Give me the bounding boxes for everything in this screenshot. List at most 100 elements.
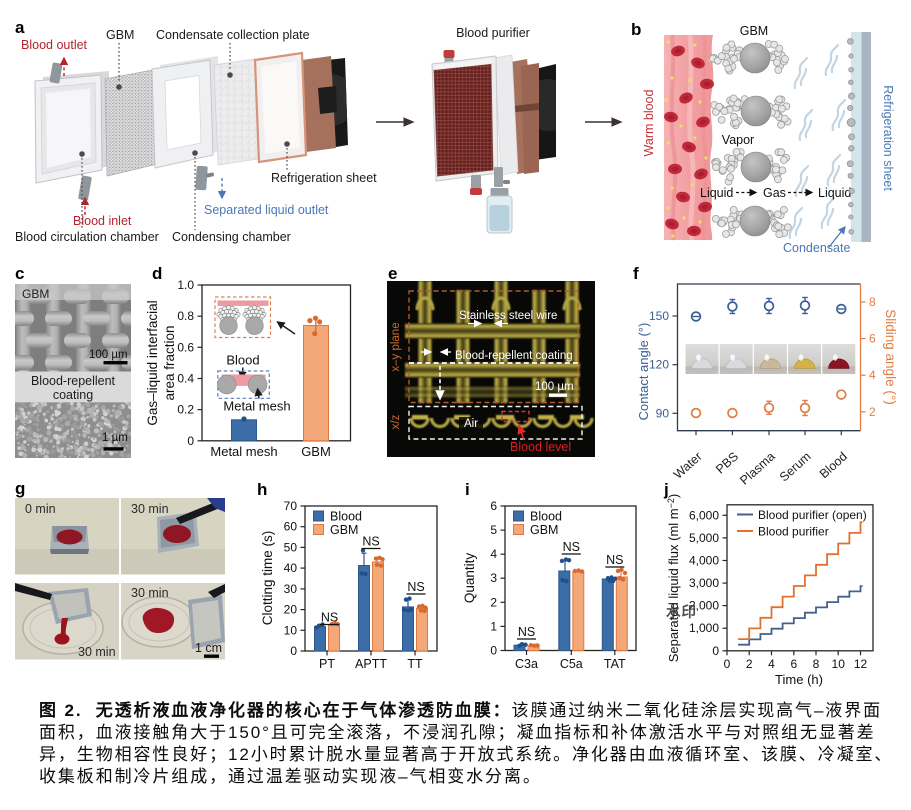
svg-text:Serum: Serum	[777, 449, 814, 484]
svg-text:20: 20	[284, 603, 298, 617]
svg-text:120: 120	[649, 358, 669, 372]
svg-text:Condensate: Condensate	[783, 241, 850, 255]
svg-text:Gas: Gas	[763, 186, 786, 200]
svg-text:8: 8	[869, 295, 876, 309]
svg-text:100 µm: 100 µm	[89, 349, 128, 361]
svg-text:Condensate collection plate: Condensate collection plate	[156, 28, 310, 42]
svg-text:Condensing chamber: Condensing chamber	[172, 230, 291, 244]
svg-text:d: d	[152, 264, 162, 283]
svg-text:Blood purifier (open): Blood purifier (open)	[758, 508, 867, 522]
svg-text:PT: PT	[319, 657, 335, 671]
svg-text:Clotting time (s): Clotting time (s)	[260, 531, 275, 626]
svg-text:j: j	[663, 480, 669, 499]
svg-text:x/z: x/z	[390, 414, 402, 429]
svg-text:30 min: 30 min	[131, 502, 169, 516]
svg-text:Blood: Blood	[330, 510, 362, 524]
svg-text:Blood: Blood	[817, 449, 850, 481]
svg-text:1: 1	[490, 619, 497, 633]
svg-text:3,000: 3,000	[689, 576, 719, 590]
svg-text:GBM: GBM	[530, 523, 558, 537]
svg-text:0.4: 0.4	[177, 372, 194, 386]
svg-text:40: 40	[284, 561, 298, 575]
svg-text:Plasma: Plasma	[737, 449, 777, 487]
svg-text:GBM: GBM	[106, 28, 134, 42]
svg-text:Air: Air	[464, 418, 478, 430]
svg-text:70: 70	[284, 499, 298, 513]
svg-text:4: 4	[768, 657, 775, 671]
svg-text:e: e	[388, 264, 397, 283]
svg-text:Metal mesh: Metal mesh	[223, 399, 290, 414]
svg-text:Blood: Blood	[226, 353, 259, 368]
svg-text:Blood purifier: Blood purifier	[758, 525, 829, 539]
svg-text:3: 3	[490, 571, 497, 585]
svg-text:0: 0	[724, 657, 731, 671]
svg-text:Blood outlet: Blood outlet	[21, 38, 88, 52]
svg-text:GBM: GBM	[301, 444, 331, 459]
svg-text:i: i	[465, 480, 470, 499]
svg-text:GBM: GBM	[330, 523, 358, 537]
svg-text:NS: NS	[362, 535, 379, 549]
svg-text:90: 90	[656, 406, 670, 420]
svg-text:0 min: 0 min	[25, 502, 56, 516]
svg-text:5,000: 5,000	[689, 531, 719, 545]
svg-text:b: b	[631, 20, 641, 39]
svg-text:PBS: PBS	[713, 449, 741, 476]
svg-text:TT: TT	[407, 657, 423, 671]
svg-text:0: 0	[490, 644, 497, 658]
svg-text:Stainless steel wire: Stainless steel wire	[459, 310, 557, 322]
svg-text:GBM: GBM	[740, 24, 768, 38]
svg-text:1 cm: 1 cm	[195, 641, 222, 655]
svg-text:30 min: 30 min	[78, 645, 116, 659]
svg-text:2,000: 2,000	[689, 599, 719, 613]
svg-text:6: 6	[790, 657, 797, 671]
svg-text:c: c	[15, 264, 24, 283]
svg-text:0: 0	[187, 434, 194, 448]
svg-text:0: 0	[712, 644, 719, 658]
svg-text:Refrigeration sheet: Refrigeration sheet	[271, 171, 377, 185]
svg-text:Refrigeration sheet: Refrigeration sheet	[881, 85, 895, 191]
svg-text:2: 2	[746, 657, 753, 671]
svg-text:150: 150	[649, 309, 669, 323]
svg-text:4: 4	[869, 368, 876, 382]
svg-text:Liquid: Liquid	[818, 186, 851, 200]
svg-text:C5a: C5a	[560, 657, 583, 671]
svg-text:Metal mesh: Metal mesh	[210, 444, 277, 459]
svg-text:a: a	[15, 18, 25, 37]
svg-text:g: g	[15, 479, 25, 498]
svg-text:NS: NS	[606, 553, 623, 567]
svg-text:12: 12	[854, 657, 868, 671]
svg-text:2: 2	[490, 595, 497, 609]
svg-text:Warm blood: Warm blood	[642, 89, 656, 156]
svg-text:NS: NS	[518, 625, 535, 639]
svg-text:Blood-repellent coating: Blood-repellent coating	[455, 350, 573, 362]
svg-text:Water: Water	[671, 449, 705, 481]
svg-text:Liquid: Liquid	[700, 186, 733, 200]
svg-text:30 min: 30 min	[131, 586, 169, 600]
svg-text:NS: NS	[321, 611, 338, 625]
svg-text:0.2: 0.2	[177, 403, 194, 417]
svg-text:10: 10	[832, 657, 846, 671]
svg-text:Blood: Blood	[530, 510, 562, 524]
svg-text:0.6: 0.6	[177, 340, 194, 354]
svg-text:Blood circulation chamber: Blood circulation chamber	[15, 230, 159, 244]
svg-text:APTT: APTT	[355, 657, 387, 671]
svg-text:Sliding angle (°): Sliding angle (°)	[883, 309, 898, 404]
svg-text:60: 60	[284, 520, 298, 534]
svg-text:coating: coating	[53, 388, 93, 402]
svg-text:h: h	[257, 480, 267, 499]
svg-text:4: 4	[490, 547, 497, 561]
svg-text:GBM: GBM	[22, 287, 49, 301]
svg-text:6: 6	[869, 332, 876, 346]
svg-text:NS: NS	[407, 580, 424, 594]
svg-text:30: 30	[284, 582, 298, 596]
svg-text:Blood level: Blood level	[510, 440, 571, 454]
svg-text:10: 10	[284, 623, 298, 637]
svg-text:6: 6	[490, 499, 497, 513]
svg-text:Quantity: Quantity	[462, 553, 477, 604]
svg-text:50: 50	[284, 540, 298, 554]
svg-text:8: 8	[813, 657, 820, 671]
svg-text:NS: NS	[563, 540, 580, 554]
svg-text:4,000: 4,000	[689, 554, 719, 568]
svg-text:C3a: C3a	[515, 657, 538, 671]
svg-text:Separated liquid outlet: Separated liquid outlet	[204, 203, 329, 217]
